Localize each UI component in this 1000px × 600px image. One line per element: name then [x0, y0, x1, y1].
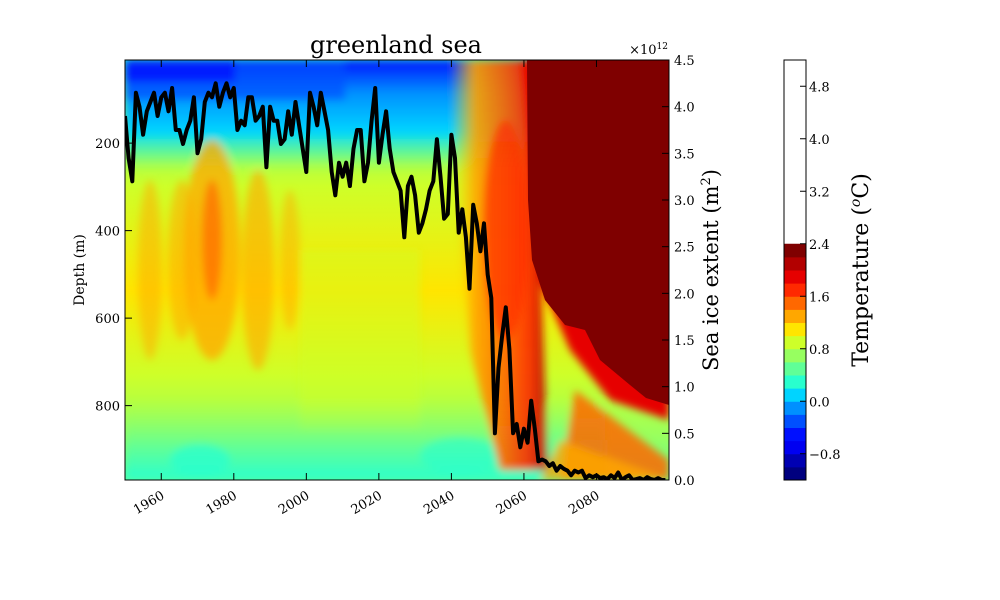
colorbar-tick-label: 3.2 — [809, 185, 830, 200]
multiplier-base: ×10 — [629, 43, 656, 58]
y-left-tick-label: 400 — [95, 225, 120, 240]
colorbar-band — [784, 322, 806, 337]
y-left-tick-label: 600 — [95, 312, 120, 327]
y-right-tick-label: 2.5 — [674, 241, 695, 256]
colorbar-label-sup: o — [848, 199, 864, 207]
colorbar-tick-label: 0.8 — [809, 343, 830, 358]
y-right-tick-label: 1.5 — [674, 334, 695, 349]
colorbar-band — [784, 388, 806, 402]
right-axis-multiplier: ×1012 — [629, 42, 668, 58]
y-right-tick-label: 3.5 — [674, 147, 695, 162]
colorbar-band — [784, 335, 806, 350]
colorbar-band — [784, 440, 806, 455]
colorbar-band — [784, 401, 806, 415]
colorbar-tick-label: 2.4 — [809, 238, 830, 253]
colorbar-label: Temperature (oC) — [848, 173, 874, 367]
colorbar-band — [784, 466, 806, 481]
colorbar-tick-label: −0.8 — [809, 448, 841, 463]
y-right-tick-label: 0.0 — [674, 474, 695, 489]
colorbar-band — [784, 348, 806, 363]
left-y-axis: 200 400 600 800 — [95, 137, 132, 415]
colorbar-band — [784, 256, 806, 271]
y-right-tick-label: 2.0 — [674, 287, 695, 302]
chart-title: greenland sea — [310, 31, 482, 59]
y-right-tick-label: 3.0 — [674, 194, 695, 209]
colorbar-label-close: C) — [849, 173, 874, 198]
colorbar-axis: −0.8 0.0 0.8 1.6 2.4 3.2 4.0 4.8 — [800, 80, 841, 463]
y-right-tick-label: 4.0 — [674, 101, 695, 116]
right-axis-label: Sea ice extent (m2) — [699, 169, 723, 371]
right-axis-label-close: ) — [699, 169, 723, 177]
y-right-tick-label: 0.5 — [674, 427, 695, 442]
colorbar-band — [784, 427, 806, 442]
y-right-tick-label: 4.5 — [674, 54, 695, 69]
y-right-tick-label: 1.0 — [674, 381, 695, 396]
colorbar-band — [784, 270, 806, 284]
x-tick-label: 2080 — [566, 488, 602, 518]
colorbar-label-main: Temperature ( — [849, 207, 874, 367]
x-tick-label: 2020 — [349, 488, 385, 518]
colorbar-frame — [783, 59, 807, 481]
colorbar-band — [784, 414, 806, 429]
x-tick-label: 2040 — [421, 488, 457, 518]
colorbar-band — [784, 361, 806, 376]
right-y-axis: 0.0 0.5 1.0 1.5 2.0 2.5 3.0 3.5 4.0 4.5 — [662, 54, 695, 489]
y-left-tick-label: 800 — [95, 400, 120, 415]
right-axis-label-main: Sea ice extent (m — [699, 185, 723, 371]
warm-core-region — [527, 60, 669, 405]
colorbar-band — [784, 296, 806, 310]
right-axis-label-sup: 2 — [699, 177, 714, 185]
x-tick-label: 1960 — [131, 488, 167, 518]
colorbar-tick-label: 1.6 — [809, 290, 830, 305]
colorbar — [784, 243, 806, 481]
sea-ice-extent-line — [125, 81, 666, 480]
left-axis-label: Depth (m) — [72, 234, 88, 306]
colorbar-tick-label: 4.0 — [809, 133, 830, 148]
multiplier-exponent: 12 — [657, 42, 668, 52]
temperature-heatmap — [125, 60, 669, 480]
colorbar-band — [784, 375, 806, 389]
colorbar-band — [784, 243, 806, 258]
colorbar-band — [784, 309, 806, 324]
plot-frame — [124, 59, 670, 481]
colorbar-tick-label: 0.0 — [809, 395, 830, 410]
colorbar-band — [784, 283, 806, 297]
x-tick-label: 2000 — [276, 488, 312, 518]
colorbar-band — [784, 453, 806, 468]
x-tick-label: 2060 — [494, 488, 530, 518]
x-tick-label: 1980 — [204, 488, 240, 518]
colorbar-tick-label: 4.8 — [809, 80, 830, 95]
y-left-tick-label: 200 — [95, 137, 120, 152]
